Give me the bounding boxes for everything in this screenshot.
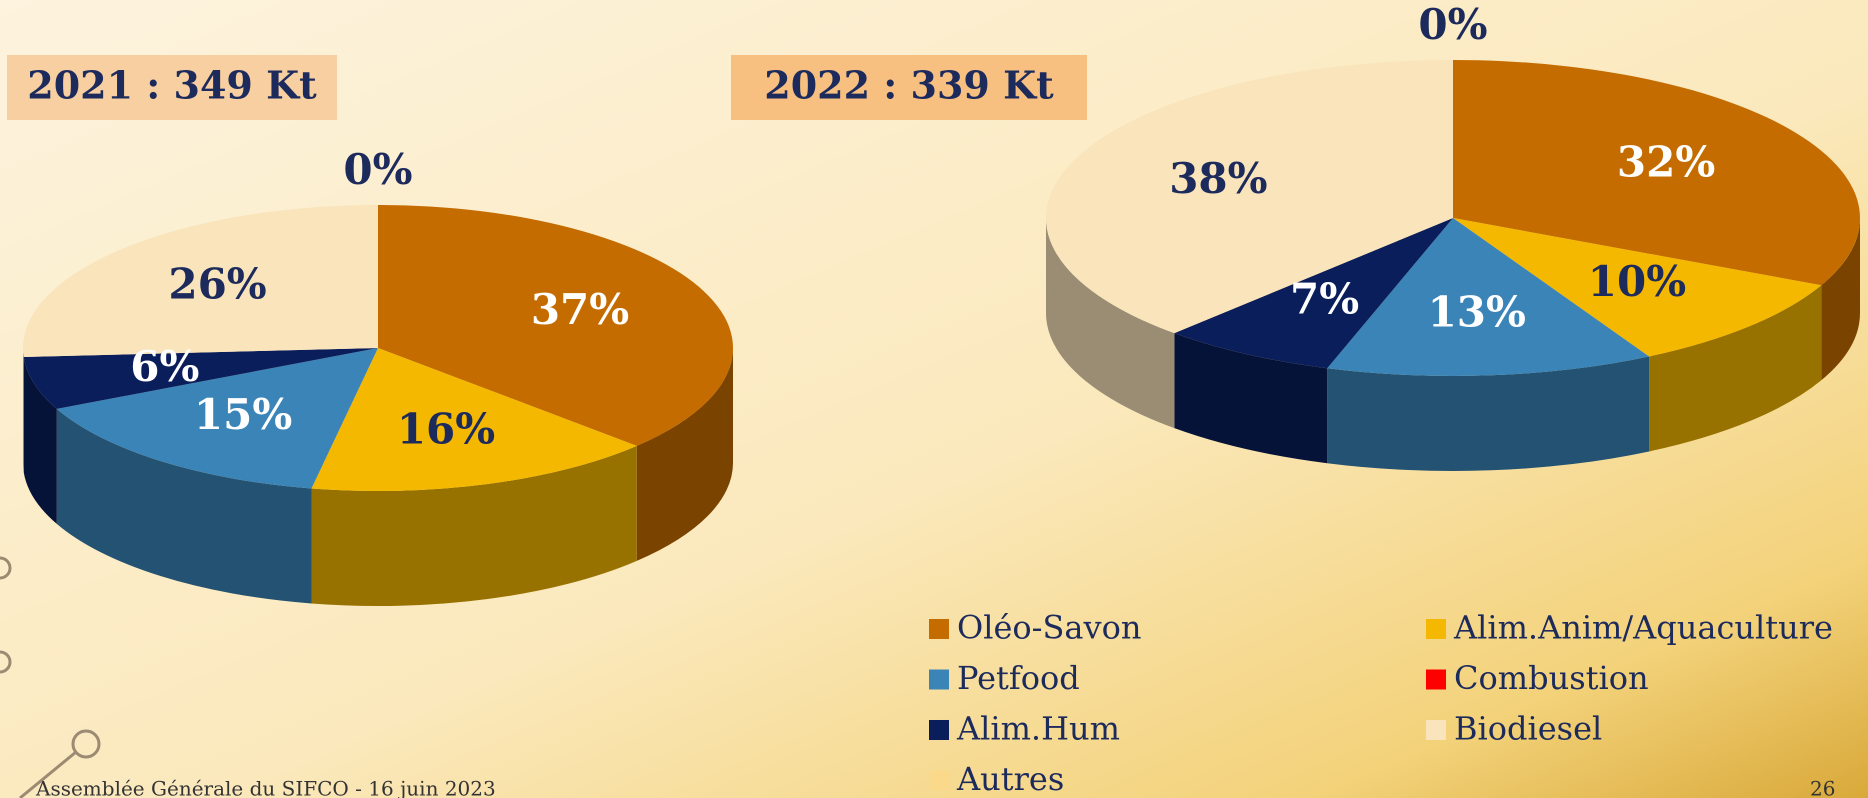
- data-label: 13%: [1428, 288, 1526, 337]
- legend-swatch: [1426, 619, 1446, 639]
- legend-swatch: [929, 720, 949, 740]
- chart-title: 2021 : 349 Kt: [27, 63, 317, 108]
- data-label: 15%: [194, 390, 292, 439]
- legend-swatch: [1426, 720, 1446, 740]
- legend-label: Alim.Anim/Aquaculture: [1453, 609, 1833, 647]
- footer-text: Assemblée Générale du SIFCO - 16 juin 20…: [35, 777, 496, 798]
- legend-label: Oléo-Savon: [957, 609, 1141, 647]
- data-label: 32%: [1617, 138, 1715, 187]
- data-label: 38%: [1169, 154, 1267, 203]
- legend-swatch: [929, 771, 949, 791]
- slide: 2021 : 349 Kt 2022 : 339 Kt Assemblée Gé…: [0, 0, 1868, 798]
- legend-swatch: [929, 619, 949, 639]
- chart-title: 2022 : 339 Kt: [764, 63, 1054, 108]
- data-label: 37%: [531, 285, 629, 334]
- page-number: 26: [1810, 777, 1835, 798]
- data-label: 7%: [1290, 274, 1359, 323]
- data-label: 26%: [168, 259, 266, 308]
- legend-label: Autres: [956, 760, 1064, 798]
- data-label: 0%: [343, 145, 412, 194]
- data-label: 16%: [397, 404, 495, 453]
- legend-label: Alim.Hum: [956, 710, 1120, 748]
- legend-swatch: [1426, 670, 1446, 690]
- data-label: 10%: [1588, 257, 1686, 306]
- page: 2021 : 349 Kt 2022 : 339 Kt Assemblée Gé…: [0, 0, 1868, 798]
- legend-label: Combustion: [1454, 659, 1649, 697]
- legend-label: Petfood: [957, 659, 1080, 697]
- data-label: 0%: [1418, 0, 1487, 49]
- slice-side: [23, 348, 24, 472]
- legend-swatch: [929, 670, 949, 690]
- data-label: 6%: [130, 342, 199, 391]
- legend-label: Biodiesel: [1454, 710, 1602, 748]
